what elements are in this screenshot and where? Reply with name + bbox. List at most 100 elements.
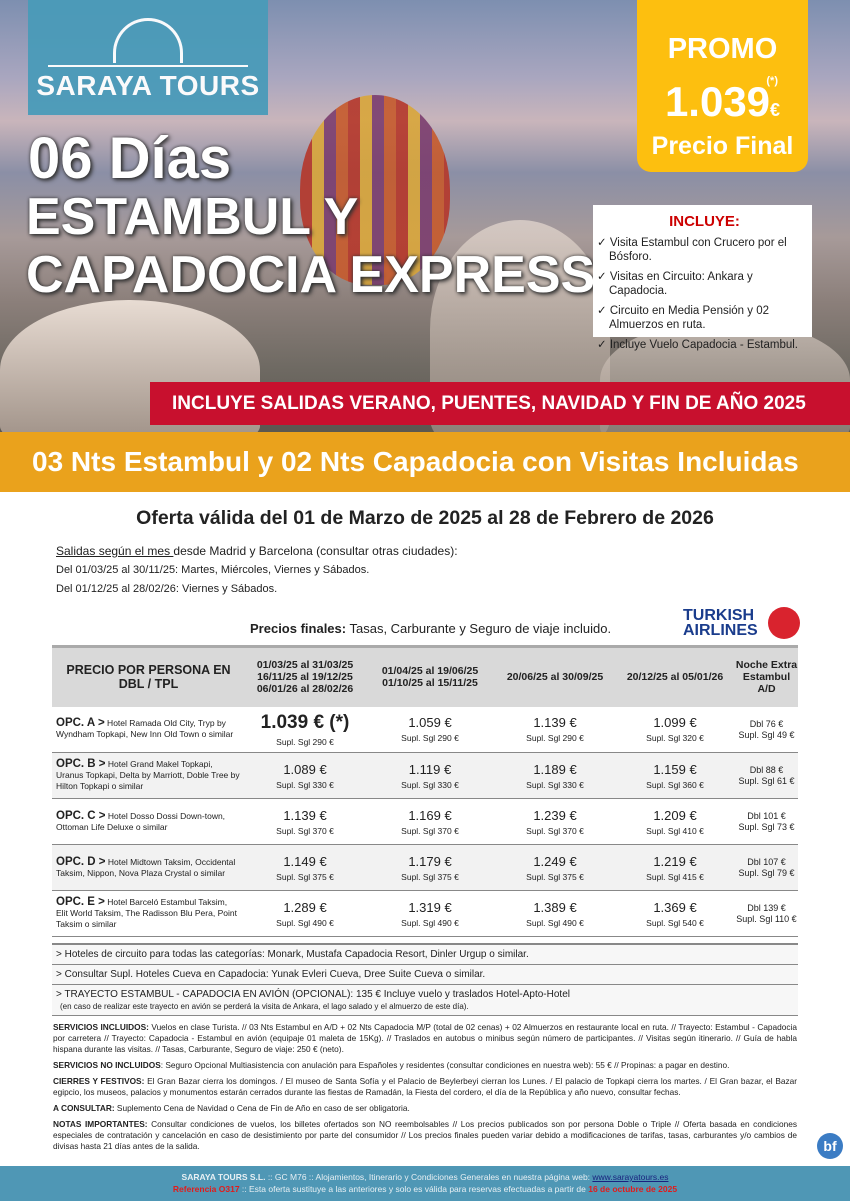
note-small: (en caso de realizar este trayecto en av…: [60, 1002, 469, 1011]
prices-note: Precios finales: Tasas, Carburante y Seg…: [250, 621, 611, 636]
option-label: OPC. D >: [56, 855, 106, 868]
price: 1.039 € (*): [260, 711, 350, 733]
promo-label: PROMO: [667, 33, 778, 65]
single-supplement: Supl. Sgl 290 €: [276, 736, 334, 747]
table-row: OPC. B > Hotel Grand Makel Topkapi, Uran…: [52, 752, 798, 799]
promo-price-value: 1.039: [664, 78, 771, 125]
table-header: 01/03/25 al 31/03/25 16/11/25 al 19/12/2…: [245, 645, 365, 707]
promo-asterisk: (*): [766, 75, 778, 87]
note-text: > TRAYECTO ESTAMBUL - CAPADOCIA EN AVIÓN…: [56, 989, 570, 1000]
price-cell: 1.139 € Supl. Sgl 290 €: [495, 706, 615, 753]
turkish-airlines-logo: TURKISH AIRLINES: [683, 605, 803, 641]
single-supplement: Supl. Sgl 330 €: [276, 779, 334, 790]
terms-text: Consultar condiciones de vuelos, los bil…: [53, 1119, 798, 1151]
price: 1.239 €: [533, 807, 577, 823]
prices-note-text: Tasas, Carburante y Seguro de viaje incl…: [346, 621, 612, 636]
note-item: > TRAYECTO ESTAMBUL - CAPADOCIA EN AVIÓN…: [52, 985, 798, 1016]
terms-paragraph: SERVICIOS INCLUIDOS: Vuelos en clase Tur…: [53, 1022, 797, 1055]
single-supplement: Supl. Sgl 320 €: [646, 733, 704, 744]
terms-text: Vuelos en clase Turista. // 03 Nts Estam…: [53, 1022, 797, 1054]
single-supplement: Supl. Sgl 490 €: [526, 917, 584, 928]
promo-price: 1.039€: [637, 80, 808, 132]
terms-paragraph: NOTAS IMPORTANTES: Consultar condiciones…: [53, 1119, 797, 1152]
extra-night-cell: Dbl 101 € Supl. Sgl 73 €: [735, 798, 798, 845]
airline-bird-icon: [768, 607, 800, 639]
includes-title: INCLUYE:: [669, 213, 740, 230]
airline-line2: AIRLINES: [683, 622, 758, 639]
brand-logo: SARAYA TOURS: [28, 0, 268, 115]
extra-night-supplement: Supl. Sgl 49 €: [738, 729, 795, 740]
hotel-cell: OPC. E > Hotel Barceló Estambul Taksim, …: [52, 890, 245, 937]
single-supplement: Supl. Sgl 490 €: [401, 917, 459, 928]
title-line2: CAPADOCIA EXPRESS: [26, 246, 596, 304]
single-supplement: Supl. Sgl 540 €: [646, 917, 704, 928]
price: 1.099 €: [653, 715, 697, 731]
table-header: 01/04/25 al 19/06/25 01/10/25 al 15/11/2…: [365, 645, 495, 707]
terms-paragraph: SERVICIOS NO INCLUIDOS: Seguro Opcional …: [53, 1060, 797, 1071]
option-label: OPC. A >: [56, 717, 105, 730]
extra-night-cell: Dbl 76 € Supl. Sgl 49 €: [735, 706, 798, 753]
trip-title: ESTAMBUL Y CAPADOCIA EXPRESS: [26, 188, 595, 304]
hotel-cell: OPC. D > Hotel Midtown Taksim, Occidenta…: [52, 844, 245, 891]
single-supplement: Supl. Sgl 290 €: [401, 733, 459, 744]
price-cell: 1.159 € Supl. Sgl 360 €: [615, 752, 735, 799]
table-row: OPC. A > Hotel Ramada Old City, Tryp by …: [52, 706, 798, 753]
hotel-list: Hotel Midtown Taksim, Occidental Taksim,…: [56, 856, 236, 878]
price: 1.059 €: [408, 715, 452, 731]
hotel-list: Hotel Ramada Old City, Tryp by Wyndham T…: [56, 718, 234, 740]
option-label: OPC. C >: [56, 809, 106, 822]
extra-night-supplement: Supl. Sgl 73 €: [738, 822, 795, 832]
extra-night-cell: Dbl 139 € Supl. Sgl 110 €: [735, 890, 798, 937]
price-cell: 1.209 € Supl. Sgl 410 €: [615, 798, 735, 845]
hotel-list: Hotel Dosso Dossi Down-town, Ottoman Lif…: [56, 810, 226, 832]
includes-item: ✓ Visita Estambul con Crucero por el Bós…: [597, 237, 787, 263]
terms: SERVICIOS INCLUIDOS: Vuelos en clase Tur…: [53, 1022, 797, 1157]
footer-ref-text: :: Esta oferta sustituye a las anteriore…: [239, 1184, 589, 1194]
extra-night-supplement: Supl. Sgl 110 €: [736, 914, 797, 924]
notes-list: > Hoteles de circuito para todas las cat…: [52, 943, 798, 1016]
single-supplement: Supl. Sgl 330 €: [401, 779, 459, 790]
price: 1.189 €: [533, 761, 577, 777]
single-supplement: Supl. Sgl 290 €: [526, 733, 584, 744]
departures-line: Del 01/12/25 al 28/02/26: Viernes y Sába…: [56, 583, 278, 595]
price-cell: 1.169 € Supl. Sgl 370 €: [365, 798, 495, 845]
departures-line: Del 01/03/25 al 30/11/25: Martes, Miérco…: [56, 564, 370, 576]
extra-night-cell: Dbl 107 € Supl. Sgl 79 €: [735, 844, 798, 891]
hotel-cell: OPC. C > Hotel Dosso Dossi Down-town, Ot…: [52, 798, 245, 845]
title-line1: ESTAMBUL Y: [26, 188, 359, 246]
price: 1.209 €: [653, 807, 697, 823]
option-label: OPC. B >: [56, 758, 106, 770]
single-supplement: Supl. Sgl 370 €: [526, 825, 584, 836]
includes-item: ✓ Visitas en Circuito: Ankara y Capadoci…: [597, 271, 753, 297]
terms-label: SERVICIOS NO INCLUIDOS: [53, 1060, 161, 1070]
extra-night-price: Dbl 88 €: [749, 765, 784, 775]
terms-label: NOTAS IMPORTANTES:: [53, 1119, 148, 1129]
hot-air-balloon: [300, 95, 450, 285]
price: 1.369 €: [653, 899, 697, 915]
terms-text: Suplemento Cena de Navidad o Cena de Fin…: [114, 1103, 410, 1113]
single-supplement: Supl. Sgl 375 €: [526, 871, 584, 882]
single-supplement: Supl. Sgl 375 €: [401, 871, 459, 882]
footer-date: 16 de octubre de 2025: [588, 1184, 678, 1194]
table-row: OPC. C > Hotel Dosso Dossi Down-town, Ot…: [52, 798, 798, 845]
terms-paragraph: CIERRES Y FESTIVOS: El Gran Bazar cierra…: [53, 1076, 797, 1098]
price: 1.159 €: [653, 761, 697, 777]
price-cell: 1.239 € Supl. Sgl 370 €: [495, 798, 615, 845]
price-cell: 1.139 € Supl. Sgl 370 €: [245, 798, 365, 845]
website-link[interactable]: www.sarayatours.es: [592, 1172, 669, 1182]
terms-text: : Seguro Opcional Multiasistencia con an…: [160, 1060, 730, 1070]
includes-box: INCLUYE: ✓ Visita Estambul con Crucero p…: [593, 205, 812, 351]
terms-paragraph: A CONSULTAR: Suplemento Cena de Navidad …: [53, 1103, 797, 1114]
subtitle-band: 03 Nts Estambul y 02 Nts Capadocia con V…: [0, 432, 850, 492]
bf-badge: bf: [817, 1133, 843, 1159]
single-supplement: Supl. Sgl 360 €: [646, 779, 704, 790]
trip-days: 06 Días: [28, 126, 232, 191]
hotel-list: Hotel Barceló Estambul Taksim, Elit Worl…: [56, 897, 237, 929]
price: 1.149 €: [283, 853, 327, 869]
brand-name: SARAYA TOURS: [36, 70, 260, 101]
departures-lead-rest: desde Madrid y Barcelona (consultar otra…: [173, 544, 458, 558]
terms-label: CIERRES Y FESTIVOS:: [53, 1076, 145, 1086]
airline-line1: TURKISH: [683, 607, 755, 624]
single-supplement: Supl. Sgl 370 €: [401, 825, 459, 836]
logo-emblem-icon: [113, 18, 183, 63]
